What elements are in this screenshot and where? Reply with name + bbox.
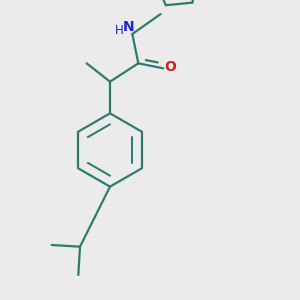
- Text: N: N: [123, 20, 135, 34]
- Text: H: H: [115, 24, 124, 37]
- Text: O: O: [165, 60, 177, 74]
